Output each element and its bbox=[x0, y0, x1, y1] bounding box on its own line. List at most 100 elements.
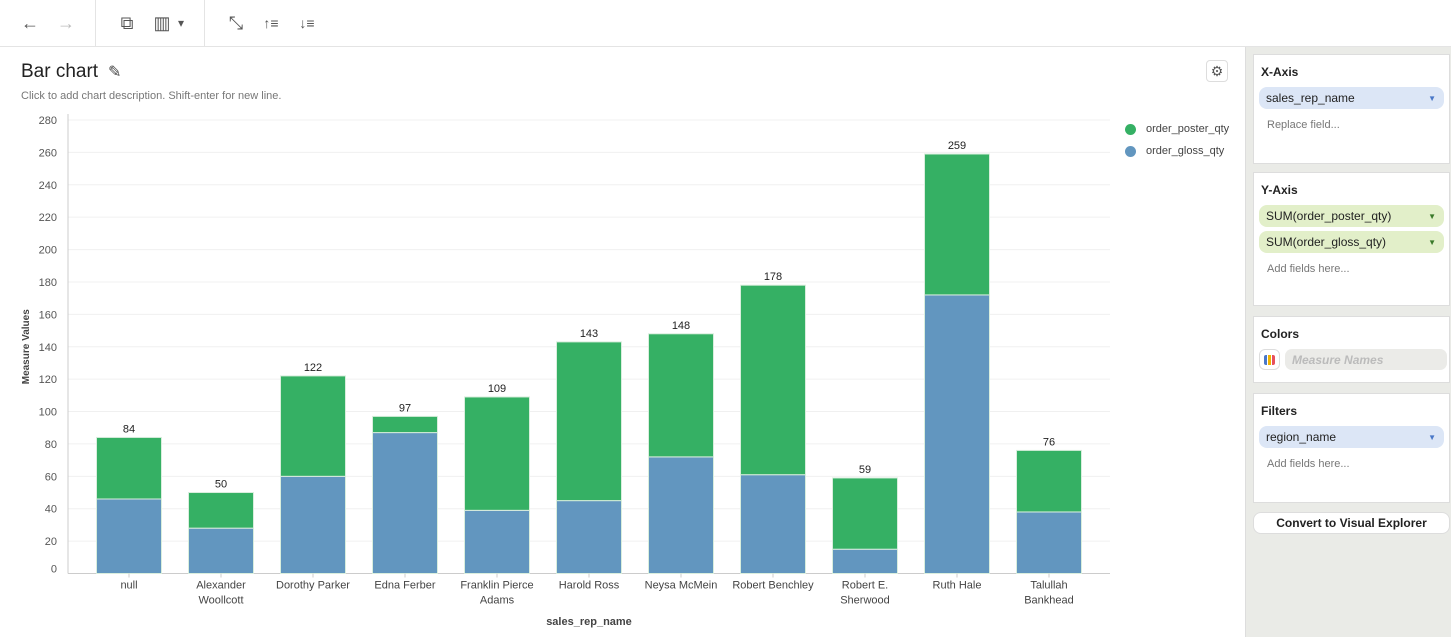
data-label: 84 bbox=[123, 423, 135, 435]
y-tick-label: 40 bbox=[45, 504, 57, 516]
colors-heading: Colors bbox=[1261, 327, 1300, 341]
config-panel: X-Axis sales_rep_name ▼ Replace field... … bbox=[1245, 47, 1451, 637]
back-arrow-icon[interactable]: ← bbox=[21, 12, 39, 33]
y-tick-label: 100 bbox=[39, 407, 57, 419]
y-tick-label: 120 bbox=[39, 374, 57, 386]
y-tick-label: 140 bbox=[39, 342, 57, 354]
chart-title[interactable]: Bar chart bbox=[21, 61, 99, 82]
data-label: 59 bbox=[859, 464, 871, 476]
bar-order_gloss_qty bbox=[924, 294, 990, 574]
toolbar: ← → ⧉ ▥ ▾ ⤡ ↑≡ ↓≡ bbox=[0, 0, 1451, 47]
field-label: sales_rep_name bbox=[1266, 91, 1355, 105]
y-tick-label: 240 bbox=[39, 180, 57, 192]
y-tick-label: 160 bbox=[39, 309, 57, 321]
data-label: 76 bbox=[1043, 436, 1055, 448]
legend-item[interactable]: order_poster_qty bbox=[1125, 118, 1229, 140]
data-label: 109 bbox=[488, 383, 506, 395]
data-label: 178 bbox=[764, 271, 782, 283]
bar-order_poster_qty bbox=[1016, 449, 1082, 513]
color-field-input[interactable]: Measure Names bbox=[1285, 349, 1447, 370]
y-tick-label: 280 bbox=[39, 115, 57, 127]
forward-arrow-icon[interactable]: → bbox=[57, 12, 75, 33]
bar-order_poster_qty bbox=[464, 396, 530, 511]
bar-order_gloss_qty bbox=[96, 498, 162, 574]
x-tick-label: Woollcott bbox=[198, 595, 243, 607]
x-tick-label: Dorothy Parker bbox=[276, 580, 350, 592]
legend-dot-icon bbox=[1125, 145, 1136, 157]
divider bbox=[95, 0, 96, 46]
legend-label: order_poster_qty bbox=[1146, 123, 1230, 135]
x-axis-card: X-Axis sales_rep_name ▼ Replace field... bbox=[1253, 54, 1450, 164]
sort-ascending-icon[interactable]: ↑≡ bbox=[263, 15, 279, 31]
bar-order_poster_qty bbox=[648, 333, 714, 458]
y-axis-field-pill[interactable]: SUM(order_poster_qty) ▼ bbox=[1259, 205, 1444, 227]
bar-order_poster_qty bbox=[924, 153, 990, 296]
bar-order_poster_qty bbox=[556, 341, 622, 502]
data-label: 148 bbox=[672, 320, 690, 332]
pencil-icon[interactable]: ✎ bbox=[108, 64, 122, 81]
y-tick-label: 60 bbox=[45, 471, 57, 483]
bar-order_gloss_qty bbox=[188, 527, 254, 575]
y-tick-label: 260 bbox=[39, 147, 57, 159]
add-fields-input[interactable]: Add fields here... bbox=[1267, 263, 1350, 275]
bar-order_gloss_qty bbox=[832, 548, 898, 575]
bar-order_poster_qty bbox=[372, 415, 438, 434]
bar-order_poster_qty bbox=[280, 375, 346, 477]
data-label: 122 bbox=[304, 362, 322, 374]
bar-order_gloss_qty bbox=[464, 509, 530, 574]
field-label: region_name bbox=[1266, 430, 1337, 444]
y-axis-field-pill[interactable]: SUM(order_gloss_qty) ▼ bbox=[1259, 231, 1444, 253]
y-tick-label: 200 bbox=[39, 245, 57, 257]
x-tick-label: Franklin Pierce bbox=[460, 580, 533, 592]
bar-order_gloss_qty bbox=[372, 432, 438, 574]
chevron-down-icon[interactable]: ▾ bbox=[177, 16, 185, 30]
color-palette-icon[interactable] bbox=[1259, 349, 1280, 370]
remove-chart-icon[interactable]: ▥ bbox=[153, 12, 171, 33]
caret-down-icon[interactable]: ▼ bbox=[1428, 93, 1436, 103]
x-axis-title: sales_rep_name bbox=[546, 616, 632, 628]
x-tick-label: Alexander bbox=[196, 580, 246, 592]
legend: order_poster_qty order_gloss_qty bbox=[1125, 118, 1229, 162]
x-axis-field-pill[interactable]: sales_rep_name ▼ bbox=[1259, 87, 1444, 109]
x-tick-label: Ruth Hale bbox=[933, 580, 982, 592]
y-tick-label: 80 bbox=[45, 439, 57, 451]
swap-axes-icon[interactable]: ⤡ bbox=[228, 12, 244, 33]
bar-order_poster_qty bbox=[96, 436, 162, 500]
filter-field-pill[interactable]: region_name ▼ bbox=[1259, 426, 1444, 448]
bar-order_poster_qty bbox=[740, 284, 806, 476]
sort-descending-icon[interactable]: ↓≡ bbox=[299, 15, 315, 31]
x-tick-label: Bankhead bbox=[1024, 595, 1074, 607]
bar-order_gloss_qty bbox=[740, 474, 806, 574]
gear-icon[interactable]: ⚙ bbox=[1206, 60, 1228, 82]
colors-card: Colors Measure Names bbox=[1253, 316, 1450, 383]
caret-down-icon[interactable]: ▼ bbox=[1428, 432, 1436, 442]
caret-down-icon[interactable]: ▼ bbox=[1428, 237, 1436, 247]
add-chart-icon[interactable]: ⧉ bbox=[120, 12, 134, 33]
data-label: 143 bbox=[580, 328, 598, 340]
field-label: SUM(order_gloss_qty) bbox=[1266, 235, 1387, 249]
filters-card: Filters region_name ▼ Add fields here... bbox=[1253, 393, 1450, 503]
caret-down-icon[interactable]: ▼ bbox=[1428, 211, 1436, 221]
convert-to-visual-explorer-button[interactable]: Convert to Visual Explorer bbox=[1253, 512, 1450, 534]
y-axis-card: Y-Axis SUM(order_poster_qty) ▼ SUM(order_… bbox=[1253, 172, 1450, 306]
bar-order_gloss_qty bbox=[280, 475, 346, 575]
data-label: 259 bbox=[948, 140, 966, 152]
bar-order_poster_qty bbox=[188, 492, 254, 529]
legend-item[interactable]: order_gloss_qty bbox=[1125, 140, 1229, 162]
y-axis-title: Measure Values bbox=[21, 309, 32, 384]
replace-field-input[interactable]: Replace field... bbox=[1267, 119, 1340, 131]
y-axis-heading: Y-Axis bbox=[1261, 183, 1298, 197]
add-fields-input[interactable]: Add fields here... bbox=[1267, 458, 1350, 470]
bar-order_poster_qty bbox=[832, 477, 898, 550]
filters-heading: Filters bbox=[1261, 404, 1298, 418]
bar-order_gloss_qty bbox=[556, 500, 622, 574]
bar-chart: 0 20 40 60 80 100 120 140 160 180 200 220 240 260 280 8… bbox=[21, 114, 1110, 628]
legend-label: order_gloss_qty bbox=[1146, 145, 1225, 157]
x-tick-label: null bbox=[120, 580, 137, 592]
data-label: 50 bbox=[215, 479, 227, 491]
y-tick-label: 0 bbox=[51, 564, 57, 576]
bar-order_gloss_qty bbox=[1016, 511, 1082, 575]
x-tick-label: Talullah bbox=[1030, 580, 1067, 592]
chart-description[interactable]: Click to add chart description. Shift-en… bbox=[21, 90, 282, 102]
x-tick-label: Harold Ross bbox=[559, 580, 620, 592]
